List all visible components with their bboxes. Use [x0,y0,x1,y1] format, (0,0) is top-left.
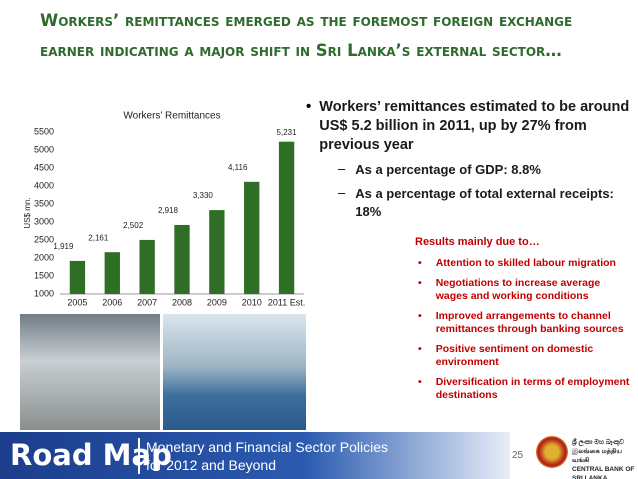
footer-brand: Road Map [10,438,172,472]
chart-title: Workers’ Remittances [123,111,220,122]
x-tick-label: 2007 [137,297,157,307]
bank-name: ශ්‍රී ලංකා මහ බැංකුව [572,439,624,446]
divider [138,438,140,474]
bar [278,141,295,294]
result-item: • Diversification in terms of employment … [400,376,632,402]
y-tick-label: 4500 [34,162,54,172]
result-text: Negotiations to increase average wages a… [435,277,601,302]
bar [104,252,120,294]
sub-bullet-text: As a percentage of total external receip… [355,186,614,219]
page-number: 25 [512,450,524,461]
value-label: 5,231 [277,128,298,137]
value-label: 2,918 [158,206,179,215]
bar [244,181,260,294]
y-tick-label: 1500 [34,270,54,280]
x-tick-label: 2011 Est. [268,297,305,307]
value-label: 2,161 [88,233,109,242]
y-tick-label: 1000 [34,288,54,298]
bank-logo [536,436,568,468]
result-dot: • [418,343,422,355]
y-tick-label: 3500 [34,198,54,208]
value-label: 3,330 [193,191,214,200]
bullet-dot: • [306,98,312,115]
results-heading: Results mainly due to… [415,236,540,248]
result-dot: • [418,277,422,289]
bar [139,239,155,294]
sub-dash: – [338,185,346,200]
result-text: Positive sentiment on domestic environme… [435,343,594,368]
value-label: 1,919 [53,242,74,251]
result-item: • Positive sentiment on domestic environm… [400,343,632,369]
kitchen-photo [20,314,160,430]
bar [69,260,86,294]
x-tick-label: 2008 [172,297,192,307]
bar [174,224,190,294]
construction-photo [163,314,306,430]
result-dot: • [418,257,422,269]
results: Results mainly due to… • Attention to skil… [400,236,632,409]
footer: Road Map Monetary and Financial Sector P… [0,432,638,479]
result-text: Diversification in terms of employment d… [435,376,630,401]
sub-dash: – [338,161,346,176]
y-tick-label: 5000 [34,144,54,154]
result-item: • Improved arrangements to channel remitt… [400,310,632,336]
x-tick-label: 2009 [207,297,227,307]
value-label: 4,116 [228,163,248,172]
bullet-text: Workers’ remittances estimated to be aro… [319,99,630,153]
result-text: Attention to skilled labour migration [435,257,616,269]
result-item: • Negotiations to increase average wages … [400,277,632,303]
x-tick-label: 2010 [242,297,262,307]
chart: Workers’ Remittances US$ mn. 1000 1500 2000 2… [23,111,305,308]
sub-bullet: – As a percentage of GDP: 8.8% [338,161,632,179]
y-tick-label: 2500 [34,234,54,244]
sub-bullet-text: As a percentage of GDP: 8.8% [355,162,541,177]
result-dot: • [418,310,422,322]
footer-line: for 2012 and Beyond [146,457,276,473]
result-text: Improved arrangements to channel remitta… [435,310,624,335]
slide-title: Workers’ remittances emerged as the fore… [40,11,573,60]
value-label: 2,502 [123,221,144,230]
footer-bar [0,432,510,479]
y-tick-label: 4000 [34,180,54,190]
bank-names: ශ්‍රී ලංකා මහ බැංකුව இலங்கை மத்திய வங்கி… [572,438,638,479]
x-tick-label: 2005 [67,297,87,307]
bank-name: CENTRAL BANK OF SRI LANKA [572,466,635,479]
result-dot: • [418,376,422,388]
bullets: • Workers’ remittances estimated to be ar… [306,98,632,221]
y-axis-label: US$ mn. [23,197,32,228]
bar [209,210,225,294]
y-tick-label: 3000 [34,216,54,226]
bank-name: இலங்கை மத்திய வங்கி [572,448,622,464]
footer-line: Monetary and Financial Sector Policies [146,439,389,455]
sub-bullet: – As a percentage of total external recei… [338,185,632,221]
y-tick-label: 2000 [34,252,54,262]
x-tick-label: 2006 [102,297,122,307]
y-tick-label: 5500 [34,126,54,136]
result-item: • Attention to skilled labour migration [400,257,632,270]
bullet: • Workers’ remittances estimated to be ar… [306,98,632,155]
